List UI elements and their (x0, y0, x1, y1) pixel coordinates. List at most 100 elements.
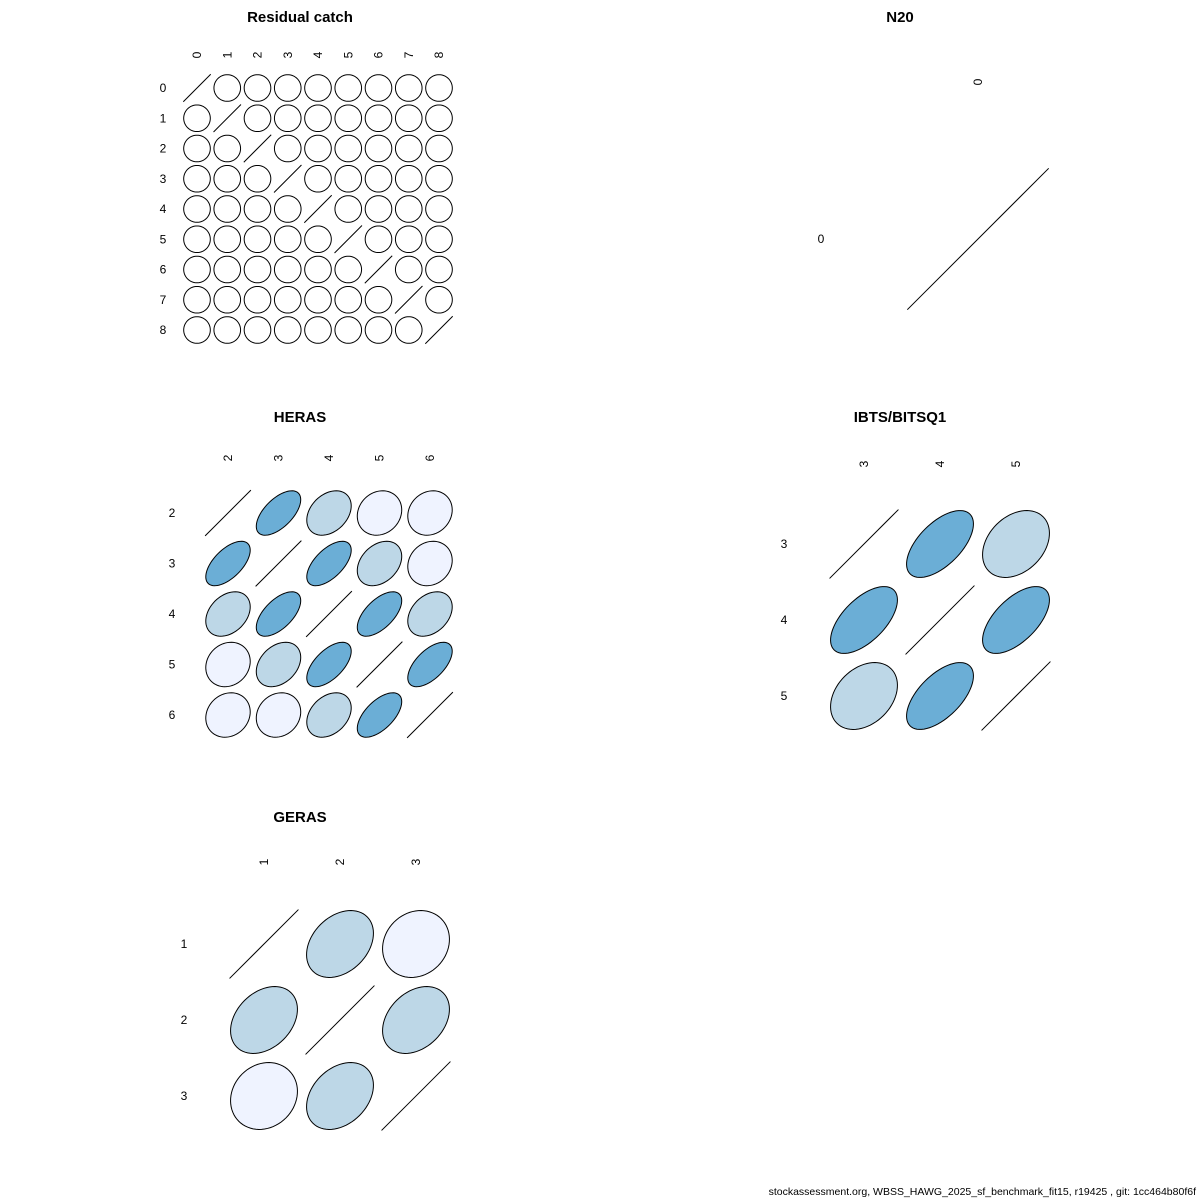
correlation-ellipse (243, 225, 272, 254)
correlation-ellipse (906, 662, 974, 730)
correlation-ellipse (334, 74, 363, 102)
correlation-ellipse (356, 540, 403, 587)
correlation-ellipse (243, 316, 272, 344)
row-label: 1 (181, 937, 188, 951)
column-label: 3 (281, 51, 295, 58)
correlation-ellipse (364, 164, 393, 193)
correlation-ellipse (255, 692, 302, 738)
correlation-ellipse (306, 1062, 374, 1130)
correlation-ellipse (304, 104, 332, 133)
correlation-ellipse (213, 255, 242, 284)
correlation-ellipse (394, 195, 423, 223)
correlation-ellipse (304, 316, 332, 344)
correlation-ellipse (255, 591, 302, 637)
diagonal-mark (243, 134, 272, 163)
diagonal-mark (305, 985, 375, 1055)
correlation-ellipse (394, 225, 423, 254)
correlation-ellipse (334, 134, 363, 163)
correlation-ellipse (394, 134, 423, 163)
correlation-ellipse (382, 986, 450, 1054)
correlation-ellipse (213, 74, 242, 102)
row-label: 4 (160, 202, 167, 216)
correlation-ellipse (356, 490, 403, 536)
correlation-ellipse (407, 490, 453, 536)
correlation-ellipse (243, 164, 272, 193)
correlation-ellipse (364, 134, 393, 163)
correlation-ellipse (183, 255, 211, 284)
correlation-ellipse (243, 74, 272, 102)
correlation-ellipse (394, 104, 423, 133)
correlation-ellipse (273, 74, 302, 102)
correlation-ellipse (425, 225, 453, 254)
correlation-ellipse (425, 74, 453, 102)
column-label: 5 (1009, 460, 1023, 467)
diagonal-mark (273, 164, 302, 193)
correlation-ellipse (394, 255, 423, 284)
diagonal-mark (303, 194, 333, 224)
column-label: 1 (220, 51, 234, 58)
correlation-ellipse (243, 285, 272, 314)
column-label: 2 (251, 51, 265, 58)
column-label: 6 (372, 51, 386, 58)
panel-0: Residual catch 0 0 1 1 2 2 3 3 4 4 5 5 6 6 7 7 8 8 (160, 9, 454, 345)
correlation-ellipse (183, 225, 211, 254)
diagonal-mark (905, 585, 975, 655)
correlation-ellipse (213, 285, 242, 314)
correlation-ellipse (306, 490, 352, 536)
correlation-ellipse (425, 255, 453, 284)
row-label: 7 (160, 293, 167, 307)
correlation-ellipse (205, 692, 251, 738)
correlation-ellipse (425, 195, 453, 223)
column-label: 3 (272, 454, 286, 461)
correlation-ellipse (273, 225, 302, 254)
column-label: 7 (402, 51, 416, 58)
row-label: 6 (169, 708, 176, 722)
correlation-ellipse (356, 692, 403, 738)
correlation-ellipse (306, 910, 374, 978)
column-label: 0 (971, 78, 985, 85)
diagonal-mark (906, 167, 1050, 311)
correlation-ellipse (982, 586, 1050, 654)
correlation-ellipse (394, 316, 423, 344)
row-label: 3 (169, 557, 176, 571)
correlation-ellipse (334, 104, 363, 133)
diagonal-mark (182, 73, 212, 103)
diagonal-mark (356, 641, 403, 688)
diagonal-mark (424, 315, 454, 345)
correlation-ellipse (205, 641, 251, 688)
diagonal-mark (394, 285, 423, 314)
row-label: 1 (160, 111, 167, 125)
diagonal-mark (213, 104, 242, 133)
row-label: 4 (169, 607, 176, 621)
correlation-ellipse (273, 134, 302, 163)
correlation-ellipse (334, 285, 363, 314)
row-label: 6 (160, 263, 167, 277)
correlation-ellipse (356, 591, 403, 637)
column-label: 4 (933, 460, 947, 467)
correlation-ellipse (183, 134, 211, 163)
correlation-ellipse (306, 540, 352, 587)
column-label: 3 (409, 858, 423, 865)
correlation-ellipse (205, 591, 251, 637)
correlation-ellipse (830, 662, 898, 730)
correlation-ellipse (273, 104, 302, 133)
correlation-ellipse (183, 316, 211, 344)
row-label: 8 (160, 323, 167, 337)
correlation-ellipse (255, 490, 302, 536)
correlation-ellipse (425, 285, 453, 314)
correlation-ellipse (304, 285, 332, 314)
diagonal-mark (229, 909, 299, 979)
correlation-ellipse (407, 540, 453, 587)
correlation-ellipse (213, 225, 242, 254)
correlation-ellipse (273, 255, 302, 284)
diagonal-mark (381, 1061, 451, 1131)
correlation-ellipse (364, 225, 393, 254)
panel-1: N20 0 0 (818, 9, 1050, 311)
panel-3: IBTS/BITSQ1 3 3 4 4 5 5 (781, 409, 1051, 731)
correlation-ellipse (364, 285, 393, 314)
correlation-ellipse (364, 74, 393, 102)
row-label: 2 (181, 1013, 188, 1027)
row-label: 2 (160, 142, 167, 156)
row-label: 5 (781, 689, 788, 703)
correlation-ellipse (304, 134, 332, 163)
